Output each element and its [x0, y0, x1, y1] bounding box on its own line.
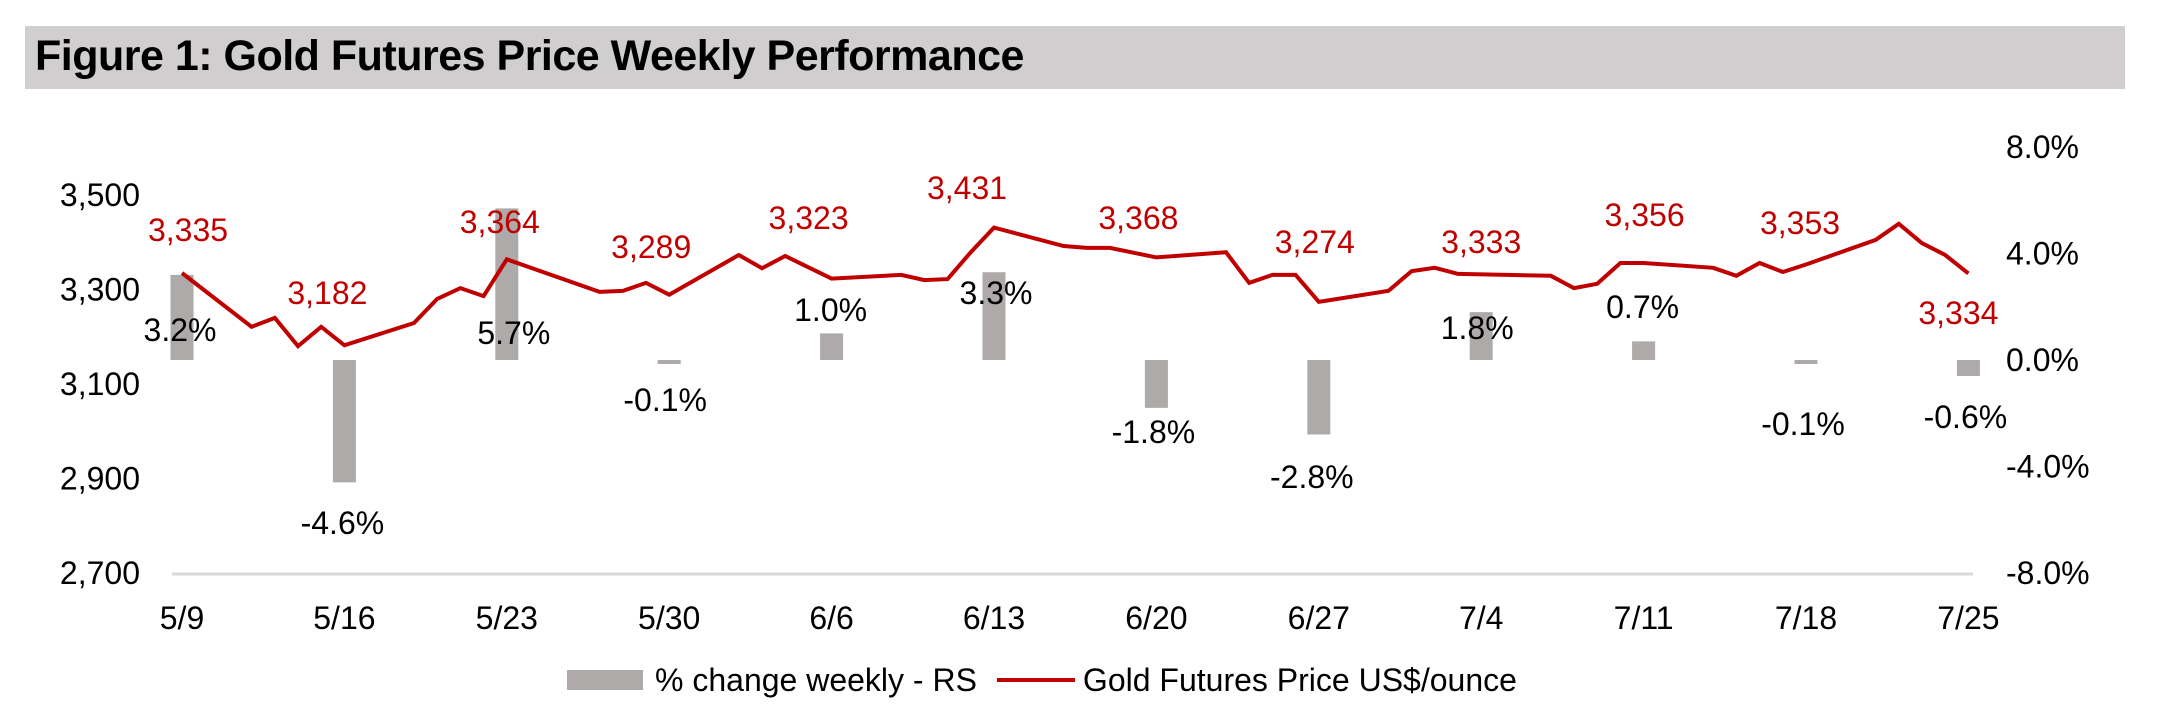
right-axis-ticks: -8.0% -4.0% 0.0% 4.0% 8.0%: [2006, 129, 2090, 591]
x-tick-label: 7/25: [1937, 600, 1999, 636]
bar-7-25: [1956, 360, 1980, 376]
pct-label: -0.6%: [1924, 399, 2008, 435]
price-line: [180, 221, 1970, 350]
price-label: 3,353: [1760, 205, 1840, 241]
pct-label: -0.1%: [623, 382, 707, 418]
price-label: 3,334: [1918, 295, 1998, 331]
x-tick-label: 7/18: [1775, 600, 1837, 636]
pct-label: 3.3%: [960, 275, 1033, 311]
pct-label: -4.6%: [301, 505, 385, 541]
bar-7-18: [1794, 360, 1818, 364]
pct-label: -2.8%: [1270, 459, 1354, 495]
price-label: 3,289: [611, 229, 691, 265]
price-data-labels: 3,335 3,182 3,364 3,289 3,323 3,431 3,368 3,274…: [148, 170, 1998, 331]
bar-series: [170, 208, 1980, 483]
bar-5-23: [495, 208, 519, 360]
legend-bar-label: % change weekly - RS: [655, 661, 977, 698]
price-label: 3,364: [460, 204, 540, 240]
x-axis-ticks: 5/9 5/16 5/23 5/30 6/6 6/13 6/20 6/27 7/4 7/11 7/1…: [160, 600, 2000, 636]
x-tick-label: 6/20: [1125, 600, 1187, 636]
pct-data-labels: 3.2% -4.6% 5.7% -0.1% 1.0% 3.3% -1.8% -2.8% 1.8%…: [144, 275, 2008, 541]
bar-6-6: [820, 333, 844, 360]
x-tick-label: 6/27: [1288, 600, 1350, 636]
price-label: 3,182: [287, 275, 367, 311]
x-tick-label: 6/6: [809, 600, 853, 636]
bar-5-30: [657, 360, 681, 364]
legend-line-swatch: [996, 678, 1075, 682]
pct-label: 3.2%: [144, 312, 217, 348]
legend: % change weekly - RS Gold Futures Price …: [567, 660, 1517, 700]
figure-title: Figure 1: Gold Futures Price Weekly Perf…: [35, 32, 1024, 80]
bar-7-11: [1632, 341, 1656, 360]
right-tick-label: -4.0%: [2006, 448, 2090, 484]
left-tick-label: 3,300: [60, 272, 140, 308]
legend-bar-swatch: [567, 670, 643, 690]
pct-label: 1.8%: [1441, 310, 1514, 346]
price-label: 3,323: [769, 200, 849, 236]
x-tick-label: 7/4: [1459, 600, 1503, 636]
left-tick-label: 3,500: [60, 177, 140, 213]
pct-label: -1.8%: [1112, 414, 1196, 450]
x-tick-label: 5/9: [160, 600, 204, 636]
right-tick-label: 8.0%: [2006, 129, 2079, 165]
price-label: 3,368: [1098, 200, 1178, 236]
right-tick-label: 4.0%: [2006, 236, 2079, 272]
x-tick-label: 5/30: [638, 600, 700, 636]
legend-line-label: Gold Futures Price US$/ounce: [1082, 661, 1517, 698]
pct-label: 1.0%: [794, 292, 867, 328]
price-label: 3,431: [927, 170, 1007, 206]
bar-6-20: [1144, 360, 1168, 408]
bar-5-16: [332, 360, 356, 483]
price-label: 3,333: [1441, 224, 1521, 260]
pct-label: 5.7%: [477, 315, 550, 351]
bar-6-13: [982, 272, 1006, 360]
left-tick-label: 3,100: [60, 366, 140, 402]
bar-5-9: [170, 274, 194, 360]
bar-7-4: [1469, 312, 1493, 360]
price-label: 3,274: [1275, 224, 1355, 260]
right-tick-label: 0.0%: [2006, 342, 2079, 378]
left-tick-label: 2,700: [60, 555, 140, 591]
right-tick-label: -8.0%: [2006, 555, 2090, 591]
x-tick-label: 7/11: [1614, 600, 1674, 636]
left-axis-ticks: 2,700 2,900 3,100 3,300 3,500: [60, 177, 140, 591]
x-tick-label: 6/13: [963, 600, 1025, 636]
figure-title-bar: Figure 1: Gold Futures Price Weekly Perf…: [25, 26, 2125, 89]
left-tick-label: 2,900: [60, 461, 140, 497]
pct-label: 0.7%: [1606, 289, 1679, 325]
bar-6-27: [1307, 360, 1331, 435]
x-tick-label: 5/23: [476, 600, 538, 636]
price-label: 3,356: [1605, 197, 1685, 233]
pct-label: -0.1%: [1761, 406, 1845, 442]
price-label: 3,335: [148, 212, 228, 248]
x-tick-label: 5/16: [313, 600, 375, 636]
